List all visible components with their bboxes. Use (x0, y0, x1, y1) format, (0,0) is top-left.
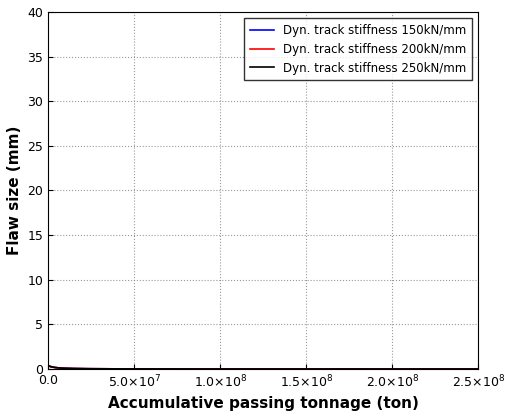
Dyn. track stiffness 150kN/mm (210, 367, 216, 372)
Dyn. track stiffness 150kN/mm (399, 367, 405, 372)
Dyn. track stiffness 200kN/mm (475, 367, 481, 372)
Dyn. track stiffness 250kN/mm (366, 367, 372, 372)
Dyn. track stiffness 200kN/mm (46, 364, 52, 369)
Line: Dyn. track stiffness 150kN/mm: Dyn. track stiffness 150kN/mm (49, 366, 478, 369)
Legend: Dyn. track stiffness 150kN/mm, Dyn. track stiffness 200kN/mm, Dyn. track stiffne: Dyn. track stiffness 150kN/mm, Dyn. trac… (244, 18, 473, 80)
Dyn. track stiffness 250kN/mm (210, 367, 216, 372)
Dyn. track stiffness 200kN/mm (366, 367, 372, 372)
Line: Dyn. track stiffness 200kN/mm: Dyn. track stiffness 200kN/mm (49, 366, 478, 369)
X-axis label: Accumulative passing tonnage (ton): Accumulative passing tonnage (ton) (108, 396, 419, 411)
Dyn. track stiffness 200kN/mm (124, 367, 130, 372)
Dyn. track stiffness 150kN/mm (124, 366, 130, 371)
Dyn. track stiffness 150kN/mm (304, 367, 310, 372)
Dyn. track stiffness 150kN/mm (366, 367, 372, 372)
Dyn. track stiffness 150kN/mm (475, 367, 481, 372)
Dyn. track stiffness 250kN/mm (475, 367, 481, 372)
Dyn. track stiffness 200kN/mm (325, 367, 331, 372)
Dyn. track stiffness 250kN/mm (304, 367, 310, 372)
Dyn. track stiffness 200kN/mm (210, 367, 216, 372)
Dyn. track stiffness 250kN/mm (124, 367, 130, 372)
Dyn. track stiffness 150kN/mm (46, 363, 52, 368)
Dyn. track stiffness 250kN/mm (325, 367, 331, 372)
Line: Dyn. track stiffness 250kN/mm: Dyn. track stiffness 250kN/mm (49, 366, 478, 369)
Dyn. track stiffness 200kN/mm (399, 367, 405, 372)
Dyn. track stiffness 150kN/mm (325, 367, 331, 372)
Dyn. track stiffness 250kN/mm (399, 367, 405, 372)
Dyn. track stiffness 200kN/mm (304, 367, 310, 372)
Dyn. track stiffness 250kN/mm (46, 364, 52, 369)
Y-axis label: Flaw size (mm): Flaw size (mm) (7, 126, 22, 255)
